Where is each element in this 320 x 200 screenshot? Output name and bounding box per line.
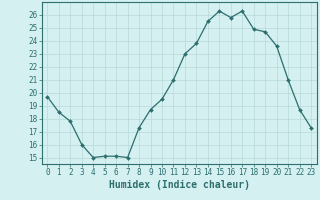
X-axis label: Humidex (Indice chaleur): Humidex (Indice chaleur) [109,180,250,190]
